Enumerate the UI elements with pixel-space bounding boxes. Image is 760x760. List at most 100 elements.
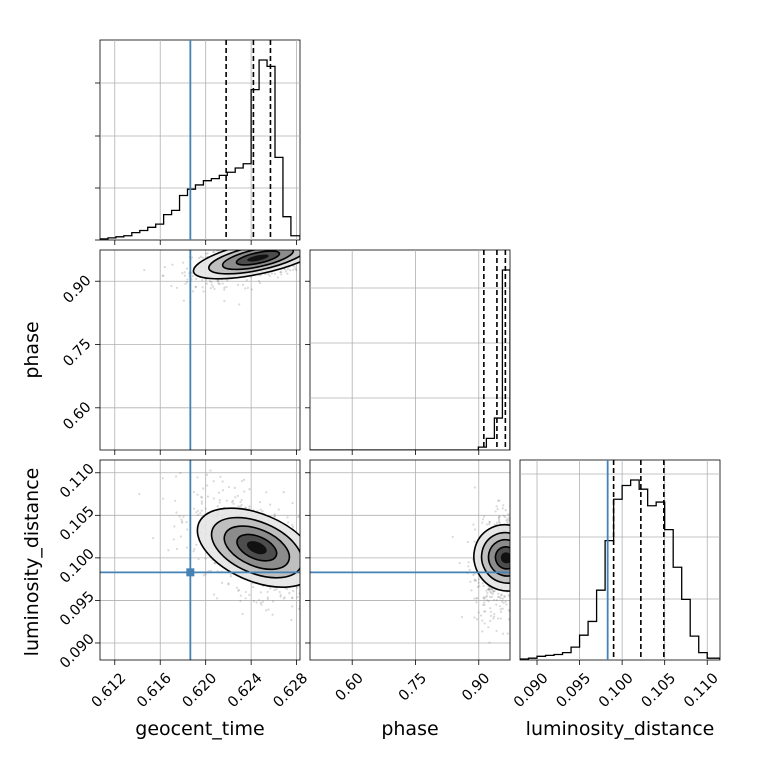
scatter-point	[514, 604, 516, 606]
scatter-point	[493, 589, 496, 593]
scatter-point	[236, 283, 240, 286]
scatter-point	[518, 555, 520, 557]
scatter-point	[221, 282, 224, 285]
scatter-point	[529, 532, 531, 534]
scatter-point	[229, 575, 232, 578]
scatter-point	[242, 478, 246, 481]
scatter-point	[283, 227, 285, 229]
scatter-point	[204, 557, 207, 560]
scatter-point	[514, 548, 516, 550]
scatter-point	[205, 282, 208, 285]
scatter-point	[512, 566, 514, 568]
scatter-point	[275, 234, 277, 236]
scatter-point	[294, 247, 296, 249]
scatter-point	[288, 237, 290, 239]
scatter-point	[520, 557, 522, 559]
scatter-point	[275, 588, 278, 591]
scatter-point	[537, 554, 539, 556]
scatter-point	[172, 538, 175, 541]
scatter-point	[204, 507, 207, 510]
scatter-point	[298, 592, 300, 595]
scatter-point	[335, 258, 337, 260]
scatter-point	[284, 228, 286, 230]
scatter-point	[336, 233, 338, 235]
scatter-point	[235, 241, 237, 243]
scatter-point	[261, 244, 263, 246]
scatter-point	[516, 563, 518, 565]
scatter-point	[280, 237, 282, 239]
scatter-point	[171, 263, 174, 266]
scatter-point	[152, 537, 155, 540]
scatter-point	[543, 509, 545, 511]
scatter-point	[532, 582, 534, 584]
scatter-point	[501, 632, 505, 635]
x-axis-label-phase: phase	[381, 718, 438, 740]
scatter-point	[265, 245, 267, 247]
scatter-point	[498, 515, 501, 518]
scatter-point	[278, 243, 280, 245]
scatter-point	[183, 271, 186, 274]
scatter-point	[511, 522, 513, 524]
scatter-point	[285, 241, 287, 243]
scatter-point	[485, 594, 489, 597]
scatter-point	[244, 247, 246, 249]
scatter-point	[526, 529, 528, 531]
scatter-point	[515, 566, 517, 568]
panel-frame	[99, 39, 301, 241]
scatter-point	[507, 516, 510, 519]
scatter-point	[483, 601, 486, 604]
scatter-point	[305, 263, 307, 265]
scatter-point	[181, 521, 184, 524]
scatter-point	[512, 557, 514, 559]
scatter-point	[226, 246, 228, 248]
scatter-point	[192, 507, 196, 510]
y-axis-label-phase: phase	[21, 321, 43, 378]
scatter-point	[206, 495, 210, 498]
scatter-point	[244, 597, 247, 600]
scatter-point	[513, 556, 515, 558]
scatter-point	[477, 581, 480, 584]
scatter-point	[231, 499, 235, 502]
scatter-point	[482, 596, 485, 600]
x-tick-label: 0.105	[639, 670, 680, 711]
scatter-point	[309, 229, 311, 231]
scatter-point	[495, 603, 498, 606]
scatter-point	[305, 244, 307, 246]
scatter-point	[319, 246, 321, 248]
y-axis-label-luminosity_distance: luminosity_distance	[21, 468, 43, 657]
scatter-point	[167, 549, 170, 552]
scatter-point	[487, 600, 490, 603]
scatter-point	[261, 241, 263, 243]
scatter-point	[234, 496, 237, 499]
scatter-point	[310, 230, 312, 232]
scatter-point	[306, 231, 308, 233]
scatter-point	[511, 586, 513, 588]
scatter-point	[315, 236, 317, 238]
scatter-point	[517, 568, 519, 570]
scatter-point	[280, 271, 283, 274]
scatter-point	[512, 558, 514, 560]
scatter-point	[533, 522, 535, 524]
scatter-point	[175, 286, 179, 289]
scatter-point	[241, 240, 243, 242]
scatter-point	[512, 595, 514, 597]
scatter-point	[229, 246, 231, 248]
scatter-point	[266, 597, 269, 601]
scatter-point	[526, 551, 528, 553]
scatter-point	[514, 536, 516, 538]
scatter-point	[269, 247, 271, 249]
scatter-point	[216, 279, 219, 282]
scatter-point	[310, 262, 312, 264]
panel-frame	[519, 459, 721, 661]
y-tick-label: 0.60	[60, 399, 94, 433]
scatter-point	[557, 551, 559, 553]
scatter-point	[511, 551, 513, 553]
scatter-point	[307, 254, 309, 256]
scatter-point	[538, 564, 540, 566]
scatter-point	[240, 246, 242, 248]
scatter-point	[525, 533, 527, 535]
scatter-point	[510, 530, 512, 532]
scatter-point	[307, 515, 309, 517]
scatter-point	[483, 603, 486, 607]
scatter-point	[526, 547, 528, 549]
